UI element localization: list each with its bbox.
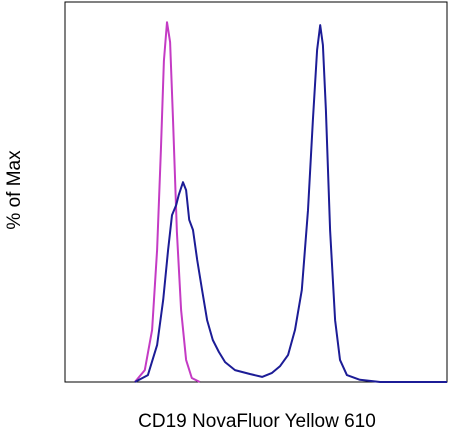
x-axis-label: CD19 NovaFluor Yellow 610	[138, 411, 376, 432]
y-axis-label: % of Max	[4, 150, 25, 230]
histogram-line	[134, 24, 447, 383]
histogram-line	[134, 21, 201, 383]
plot-frame	[64, 1, 448, 383]
